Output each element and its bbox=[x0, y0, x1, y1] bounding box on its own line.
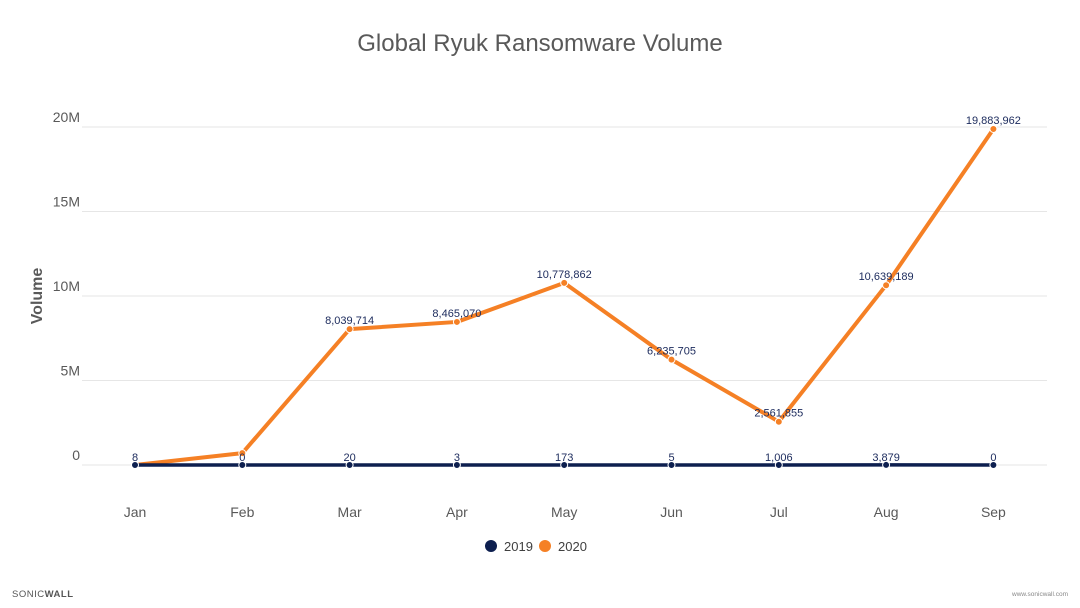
legend-marker-2019 bbox=[485, 540, 497, 552]
grid-lines bbox=[82, 126, 1047, 466]
x-tick-label: Jun bbox=[660, 504, 683, 520]
x-tick-label: Jul bbox=[770, 504, 788, 520]
data-labels: 8 0 20 3 173 5 1,006 3,879 0 8,039,714 8,465,070 10… bbox=[132, 115, 1021, 464]
data-point-2020 bbox=[882, 281, 891, 290]
data-label-2020: 19,883,962 bbox=[966, 115, 1021, 127]
y-axis-title: Volume bbox=[29, 268, 46, 325]
data-label-2019: 0 bbox=[990, 452, 996, 464]
logo-text-sonic: SONIC bbox=[12, 589, 45, 600]
data-point-2019 bbox=[452, 460, 461, 469]
data-label-2020: 2,561,855 bbox=[754, 408, 803, 420]
x-tick-label: Apr bbox=[446, 504, 468, 520]
data-label-2019: 0 bbox=[239, 452, 245, 464]
legend-label-2020: 2020 bbox=[558, 539, 587, 554]
data-label-2020: 10,778,862 bbox=[537, 269, 592, 281]
brand-url: www.sonicwall.com bbox=[1012, 591, 1068, 598]
data-point-2020 bbox=[774, 417, 783, 426]
data-label-2020: 6,235,705 bbox=[647, 346, 696, 358]
legend: 2019 2020 bbox=[485, 539, 587, 554]
data-point-2019 bbox=[882, 460, 891, 469]
data-label-2019: 20 bbox=[343, 452, 355, 464]
data-point-2019 bbox=[560, 460, 569, 469]
data-label-2019: 8 bbox=[132, 452, 138, 464]
x-tick-label: Feb bbox=[230, 504, 254, 520]
logo-text-wall: WALL bbox=[44, 589, 74, 600]
series-lines bbox=[131, 124, 998, 469]
data-label-2019: 5 bbox=[668, 452, 674, 464]
data-label-2019: 173 bbox=[555, 452, 573, 464]
sonicwall-logo: SONICWALL bbox=[12, 589, 74, 600]
x-axis-ticks: Jan Feb Mar Apr May Jun Jul Aug Sep bbox=[124, 504, 1006, 520]
data-label-2020: 8,465,070 bbox=[432, 308, 481, 320]
data-label-2019: 3,879 bbox=[872, 452, 900, 464]
data-label-2020: 8,039,714 bbox=[325, 315, 374, 327]
data-point-2019 bbox=[345, 460, 354, 469]
series-line-2020 bbox=[133, 126, 996, 467]
x-tick-label: Aug bbox=[874, 504, 899, 520]
data-label-2020: 10,639,189 bbox=[859, 271, 914, 283]
y-tick-label: 20M bbox=[53, 109, 80, 125]
data-point-2020 bbox=[345, 325, 354, 334]
x-tick-label: May bbox=[551, 504, 577, 520]
data-label-2019: 3 bbox=[454, 452, 460, 464]
data-point-2019 bbox=[238, 461, 247, 469]
data-point-2019 bbox=[989, 461, 998, 469]
legend-label-2019: 2019 bbox=[504, 539, 533, 554]
data-point-2020 bbox=[989, 124, 998, 133]
legend-marker-2020 bbox=[539, 540, 551, 552]
y-axis-ticks: 0 5M 10M 15M 20M bbox=[53, 109, 80, 463]
data-point-2020 bbox=[560, 278, 569, 287]
y-tick-label: 5M bbox=[61, 363, 80, 379]
data-point-2019 bbox=[667, 460, 676, 469]
x-tick-label: Jan bbox=[124, 504, 147, 520]
y-tick-label: 0 bbox=[72, 447, 80, 463]
data-point-2020 bbox=[667, 355, 676, 364]
x-tick-label: Mar bbox=[338, 504, 362, 520]
chart-title: Global Ryuk Ransomware Volume bbox=[357, 30, 723, 57]
data-label-2019: 1,006 bbox=[765, 452, 793, 464]
y-tick-label: 15M bbox=[53, 194, 80, 210]
data-point-2020 bbox=[238, 449, 247, 458]
y-tick-label: 10M bbox=[53, 278, 80, 294]
x-tick-label: Sep bbox=[981, 504, 1006, 520]
data-point-2020 bbox=[452, 317, 461, 326]
data-point-2019 bbox=[131, 460, 139, 469]
data-point-2019 bbox=[774, 460, 783, 469]
